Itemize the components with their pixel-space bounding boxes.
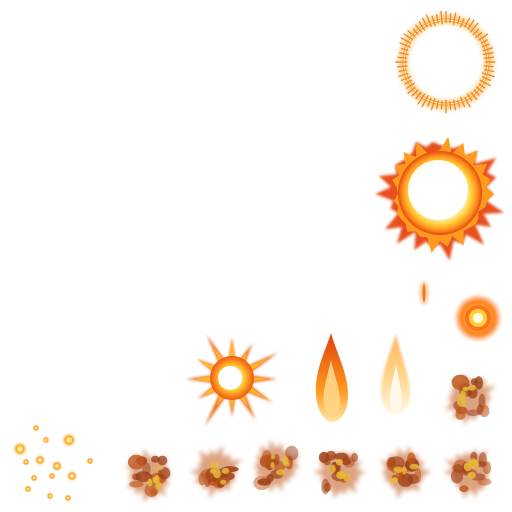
smoke-frame-sprite [380,446,432,499]
smoke-frame-sprite [445,374,496,426]
smoke-frame-sprite [253,439,300,493]
smoke-frame-sprite [125,448,171,503]
starburst-sprite [185,334,278,427]
flame-faint-sprite [380,334,410,414]
fireball-explosion-sprite [375,136,504,261]
smoke-frames [125,374,496,503]
flame-jet-sprite [315,333,348,422]
fire-ring-sprite [395,10,496,114]
spark-small-sprite [419,281,429,305]
smoke-frame-sprite [443,449,492,500]
ember-particles-sprite [12,424,94,502]
glow-orb-sprite [454,294,502,342]
smoke-frame-sprite [313,450,366,499]
smoke-frame-sprite [189,444,242,499]
